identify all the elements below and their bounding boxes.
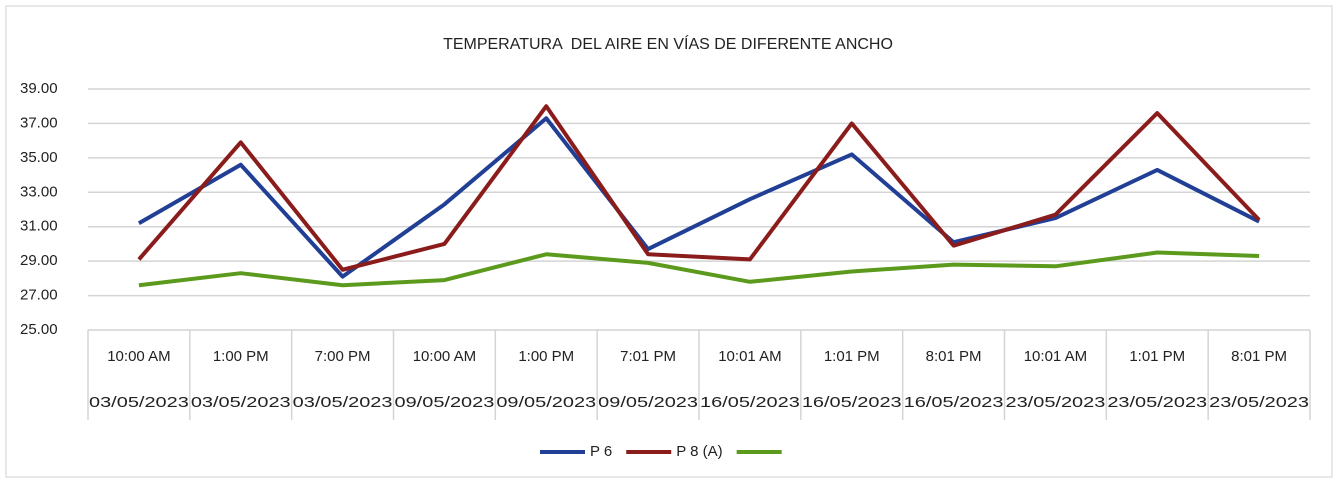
x-tick-label: 03/05/2023	[191, 394, 291, 411]
chart-frame	[5, 5, 1333, 478]
y-tick-label: 35.00	[20, 149, 58, 166]
x-tick-label: 23/05/2023	[1107, 394, 1207, 411]
x-tick-label: 10:00 AM	[107, 348, 170, 365]
x-tick-label: 09/05/2023	[496, 394, 596, 411]
y-tick-label: 37.00	[20, 114, 58, 131]
series-line	[137, 116, 1260, 279]
x-tick-label: 23/05/2023	[1209, 394, 1309, 411]
x-tick-label: 7:01 PM	[620, 348, 676, 365]
x-tick-label: 16/05/2023	[700, 394, 800, 411]
y-tick-label: 33.00	[20, 183, 58, 200]
y-tick-label: 31.00	[20, 218, 58, 235]
x-tick-label: 8:01 PM	[926, 348, 982, 365]
x-tick-label: 7:00 PM	[315, 348, 371, 365]
x-tick-label: 10:01 AM	[718, 348, 781, 365]
x-tick-label: 1:00 PM	[213, 348, 269, 365]
legend-label: P 8 (A)	[676, 443, 722, 460]
x-tick-label: 1:01 PM	[1129, 348, 1185, 365]
x-tick-label: 16/05/2023	[802, 394, 902, 411]
x-tick-label: 09/05/2023	[598, 394, 698, 411]
y-tick-label: 27.00	[20, 287, 58, 304]
x-tick-label: 8:01 PM	[1231, 348, 1287, 365]
x-tick-label: 1:00 PM	[518, 348, 574, 365]
y-tick-label: 29.00	[20, 252, 58, 269]
x-tick-label: 03/05/2023	[89, 394, 189, 411]
x-tick-label: 03/05/2023	[293, 394, 393, 411]
legend-label: P 6	[590, 443, 612, 460]
y-tick-label: 25.00	[20, 321, 58, 338]
x-tick-label: 16/05/2023	[904, 394, 1004, 411]
x-tick-label: 23/05/2023	[1006, 394, 1106, 411]
y-tick-label: 39.00	[20, 80, 58, 97]
series-line	[137, 104, 1261, 272]
x-tick-label: 1:01 PM	[824, 348, 880, 365]
chart-title: TEMPERATURA DEL AIRE EN VÍAS DE DIFERENT…	[443, 34, 893, 53]
x-tick-label: 09/05/2023	[395, 394, 495, 411]
x-tick-label: 10:00 AM	[413, 348, 476, 365]
series-line	[138, 250, 1260, 288]
x-tick-label: 10:01 AM	[1024, 348, 1087, 365]
